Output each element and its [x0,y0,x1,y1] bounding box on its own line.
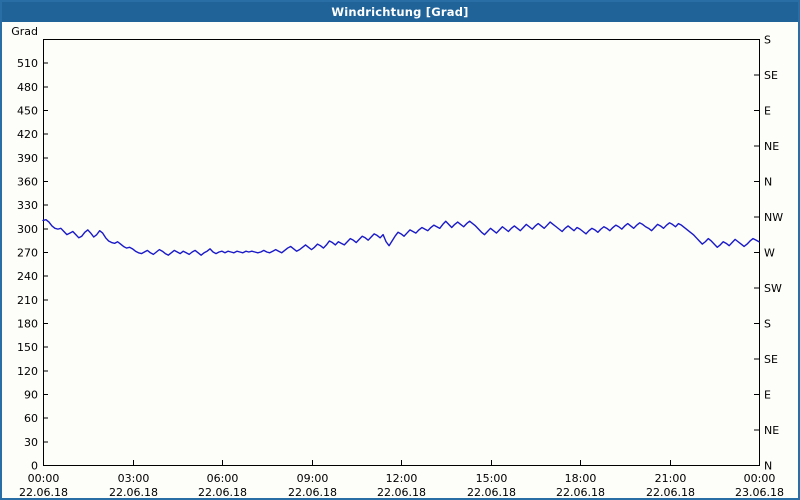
y-tick-label-left: 120 [17,365,38,378]
window-title: Windrichtung [Grad] [331,5,469,19]
y-tick-label-left: 510 [17,57,38,70]
y-tick-label-left: 240 [17,270,38,283]
y-tick-label-right: S [764,34,771,47]
x-tick-label-date: 22.06.18 [19,486,68,498]
y-tick-label-left: 390 [17,152,38,165]
window-titlebar: Windrichtung [Grad] [2,2,798,22]
y-tick-label-left: 90 [24,389,38,402]
x-tick-label-time: 12:00 [386,472,418,485]
y-tick-label-right: E [764,389,771,402]
x-tick-label-date: 23.06.18 [735,486,784,498]
y-tick-label-right: NE [764,424,779,437]
y-axis-labels-right: N NE E SE S SW W NW N NE E SE S [764,34,783,473]
x-tick-label-time: 00:00 [744,472,776,485]
y-tick-label-right: NE [764,140,779,153]
y-tick-label-right: S [764,318,771,331]
y-tick-label-left: 480 [17,81,38,94]
y-tick-label-right: N [764,176,772,189]
x-tick-label-date: 22.06.18 [646,486,695,498]
x-tick-label-time: 15:00 [476,472,508,485]
x-tick-label-date: 22.06.18 [109,486,158,498]
y-axis-unit-label: Grad [11,25,38,38]
x-tick-label-time: 18:00 [565,472,597,485]
chart-plot-area: 0 30 60 90 120 150 180 210 240 270 300 330 360 390 420… [2,22,798,498]
y-tick-label-right: E [764,105,771,118]
x-tick-label-date: 22.06.18 [288,486,337,498]
y-tick-label-left: 420 [17,128,38,141]
wind-direction-line-chart: 0 30 60 90 120 150 180 210 240 270 300 330 360 390 420… [11,25,784,498]
y-tick-label-left: 210 [17,294,38,307]
x-axis-labels: 00:0022.06.1803:0022.06.1806:0022.06.180… [19,472,784,498]
y-tick-label-right: N [764,460,772,473]
y-tick-label-left: 270 [17,247,38,260]
y-tick-label-right: SE [764,69,778,82]
x-tick-label-time: 03:00 [118,472,150,485]
y-tick-label-left: 300 [17,223,38,236]
x-tick-label-date: 22.06.18 [198,486,247,498]
y-tick-label-right: SE [764,353,778,366]
y-tick-label-left: 360 [17,176,38,189]
x-tick-label-time: 00:00 [28,472,60,485]
y-axis-labels-left: 0 30 60 90 120 150 180 210 240 270 300 330 360 390 420… [17,57,38,472]
y-tick-label-right: SW [764,282,782,295]
wind-direction-series [42,218,760,256]
x-tick-label-date: 22.06.18 [467,486,516,498]
x-tick-label-date: 22.06.18 [377,486,426,498]
x-tick-label-date: 22.06.18 [556,486,605,498]
x-tick-label-time: 21:00 [655,472,687,485]
y-tick-label-left: 0 [31,460,38,473]
x-tick-label-time: 06:00 [207,472,239,485]
y-tick-label-left: 180 [17,318,38,331]
y-tick-label-left: 450 [17,105,38,118]
tick-marks [43,39,760,466]
y-tick-label-left: 330 [17,199,38,212]
y-tick-label-right: W [764,247,775,260]
y-tick-label-right: NW [764,211,783,224]
y-tick-label-left: 60 [24,412,38,425]
x-tick-label-time: 09:00 [297,472,329,485]
y-tick-label-left: 30 [24,436,38,449]
y-tick-label-left: 150 [17,341,38,354]
